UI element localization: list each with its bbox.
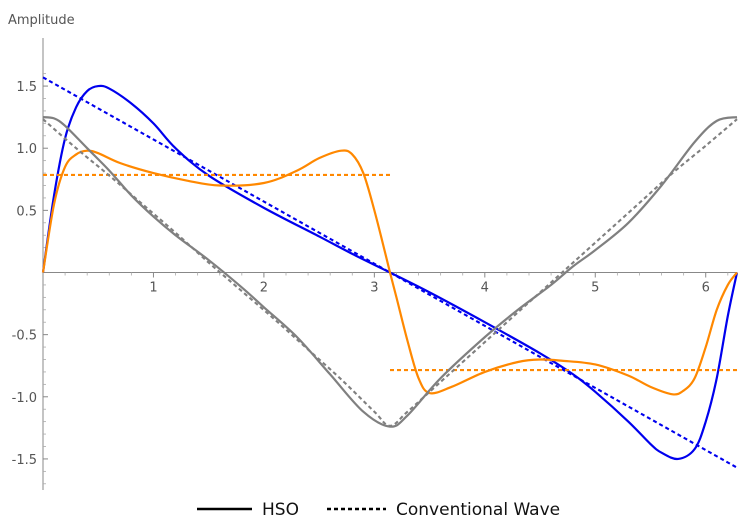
series-line-2-solid	[41, 149, 738, 396]
y-tick-label: 1.5	[16, 80, 37, 95]
y-axis-title: Amplitude	[8, 13, 75, 28]
x-tick-label: 1	[149, 281, 157, 296]
legend-label: HSO	[262, 500, 299, 520]
legend-label: Conventional Wave	[396, 500, 560, 520]
x-tick-label: 2	[260, 281, 268, 296]
y-tick-label: 1.0	[16, 142, 37, 157]
x-tick-label: 4	[481, 281, 489, 296]
y-tick-label: -0.5	[12, 329, 37, 344]
y-tick-label: -1.5	[12, 453, 37, 468]
x-tick-label: 3	[370, 281, 378, 296]
y-tick-label: 0.5	[16, 204, 37, 219]
series-line-6-dashed	[42, 118, 738, 427]
x-tick-label: 6	[702, 281, 710, 296]
series-line-5-solid	[42, 116, 738, 428]
plot-area	[41, 76, 738, 469]
y-tick-label: -1.0	[12, 391, 37, 406]
legend: HSO Conventional Wave	[197, 500, 560, 520]
x-tick-label: 5	[591, 281, 599, 296]
